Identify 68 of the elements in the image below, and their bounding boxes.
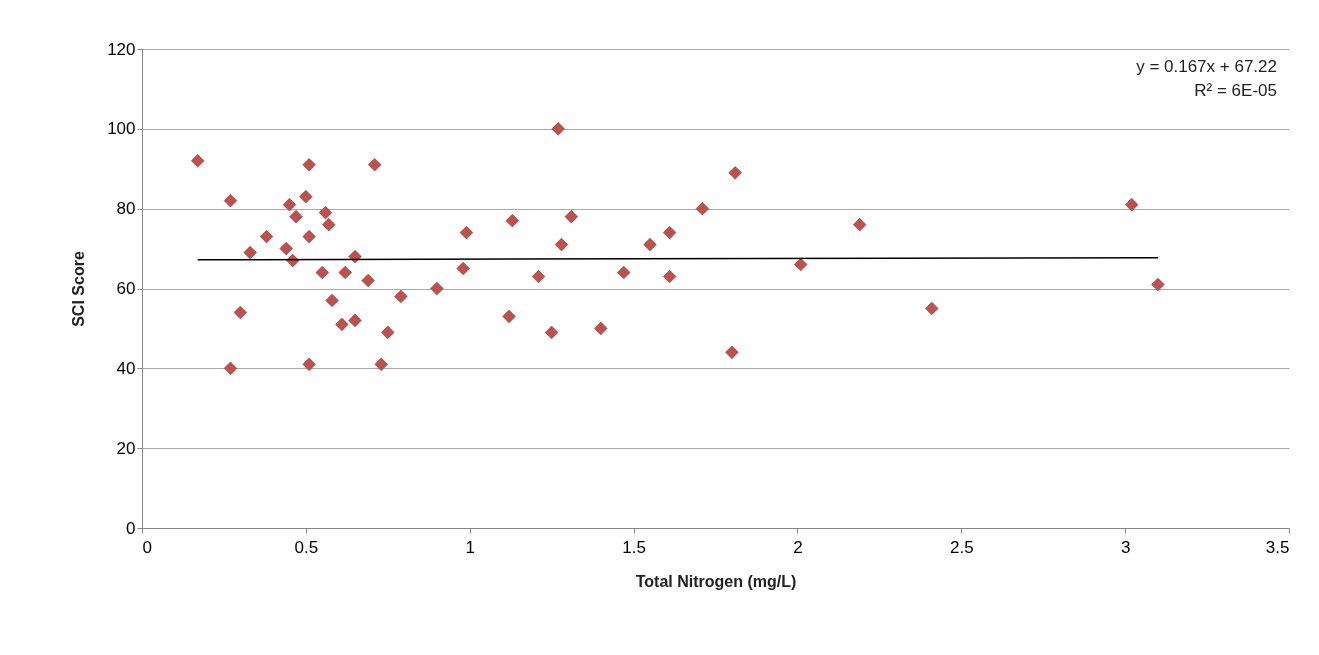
point — [643, 237, 657, 252]
point — [223, 194, 238, 208]
point — [302, 158, 316, 172]
x-tick-label: 3.5 — [1265, 537, 1290, 557]
point — [243, 245, 257, 260]
annotation: R² = 6E-05 — [1194, 81, 1277, 100]
point — [564, 210, 578, 224]
y-tick-label: 60 — [116, 279, 136, 298]
point — [531, 269, 546, 284]
point — [725, 345, 739, 359]
point — [1151, 277, 1165, 292]
point — [695, 202, 710, 216]
y-tick-label: 120 — [107, 39, 136, 59]
point — [374, 357, 388, 371]
point — [191, 154, 205, 168]
point — [233, 305, 247, 320]
point — [338, 265, 352, 280]
point — [368, 158, 382, 172]
point — [925, 301, 939, 316]
point — [302, 229, 316, 244]
point — [381, 325, 395, 340]
y-axis-title: SCI Score — [70, 251, 88, 327]
y-tick-label: 40 — [116, 358, 136, 378]
point — [502, 309, 516, 324]
point — [223, 361, 238, 375]
point — [289, 210, 303, 224]
point — [348, 313, 362, 328]
x-tick-label: 2 — [793, 537, 803, 557]
y-tick-label: 80 — [116, 199, 136, 219]
point — [794, 257, 808, 272]
y-tick-label: 0 — [126, 518, 136, 538]
point — [551, 122, 565, 136]
point — [456, 261, 470, 276]
x-tick-label: 3 — [1120, 537, 1131, 557]
point — [545, 325, 559, 340]
point — [554, 237, 569, 252]
annotation: y = 0.167x + 67.22 — [1136, 57, 1277, 76]
point — [299, 190, 313, 204]
point — [617, 265, 631, 280]
x-tick-label: 2.5 — [949, 537, 974, 557]
point — [430, 281, 444, 296]
point — [282, 198, 297, 212]
x-tick-label: 1.5 — [622, 537, 646, 557]
point — [394, 289, 408, 304]
point — [322, 218, 336, 232]
point — [361, 273, 375, 288]
point — [1125, 198, 1139, 212]
point — [348, 249, 362, 264]
point — [505, 214, 519, 228]
point — [318, 206, 333, 220]
x-axis-title: Total Nitrogen (mg/L) — [635, 572, 797, 590]
point — [594, 321, 608, 336]
point — [853, 218, 867, 232]
point — [302, 357, 316, 371]
point — [459, 225, 474, 240]
y-tick-label: 100 — [107, 119, 136, 139]
point — [259, 229, 274, 244]
point — [662, 269, 677, 284]
point — [325, 293, 339, 308]
point — [279, 241, 293, 256]
point — [662, 225, 677, 240]
x-tick-label: 0.5 — [294, 537, 319, 557]
point — [728, 166, 742, 180]
x-tick-label: 1 — [465, 537, 475, 557]
y-tick-label: 20 — [116, 438, 136, 458]
x-tick-label: 0 — [142, 537, 152, 557]
point — [335, 317, 349, 332]
point — [315, 265, 329, 280]
